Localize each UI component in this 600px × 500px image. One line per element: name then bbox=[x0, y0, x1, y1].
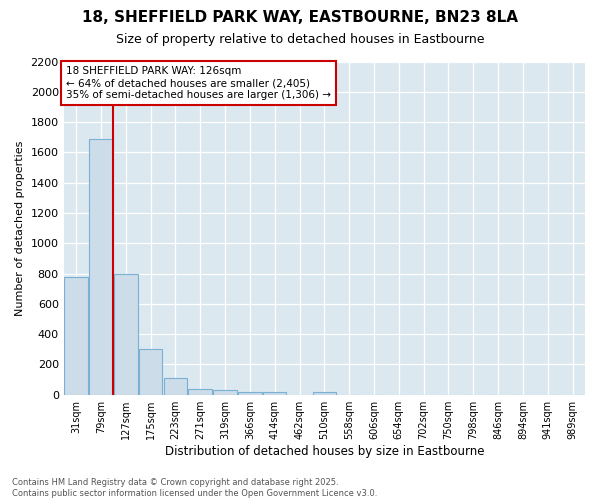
Bar bbox=[188, 388, 212, 394]
Y-axis label: Number of detached properties: Number of detached properties bbox=[15, 140, 25, 316]
Bar bbox=[114, 274, 137, 394]
Bar bbox=[164, 378, 187, 394]
Text: 18, SHEFFIELD PARK WAY, EASTBOURNE, BN23 8LA: 18, SHEFFIELD PARK WAY, EASTBOURNE, BN23… bbox=[82, 10, 518, 25]
Bar bbox=[263, 392, 286, 394]
Text: 18 SHEFFIELD PARK WAY: 126sqm
← 64% of detached houses are smaller (2,405)
35% o: 18 SHEFFIELD PARK WAY: 126sqm ← 64% of d… bbox=[66, 66, 331, 100]
Text: Contains HM Land Registry data © Crown copyright and database right 2025.
Contai: Contains HM Land Registry data © Crown c… bbox=[12, 478, 377, 498]
Bar bbox=[89, 138, 113, 394]
Bar bbox=[139, 350, 163, 395]
Bar bbox=[213, 390, 237, 394]
Bar bbox=[238, 392, 262, 394]
X-axis label: Distribution of detached houses by size in Eastbourne: Distribution of detached houses by size … bbox=[164, 444, 484, 458]
Bar bbox=[313, 392, 336, 394]
Text: Size of property relative to detached houses in Eastbourne: Size of property relative to detached ho… bbox=[116, 32, 484, 46]
Bar bbox=[64, 276, 88, 394]
